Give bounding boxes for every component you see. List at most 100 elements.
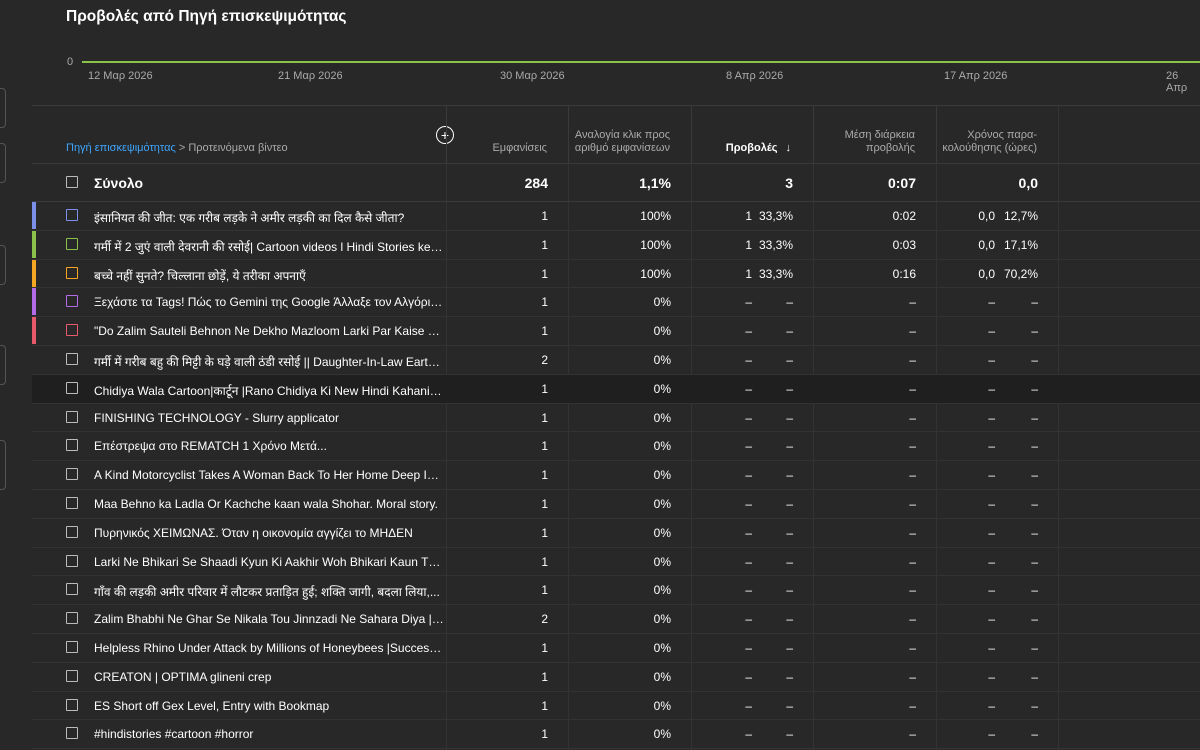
video-title[interactable]: Επέστρεψα στο REMATCH 1 Χρόνο Μετά... — [94, 439, 327, 454]
column-views[interactable]: Προβολές ↓ — [691, 106, 813, 163]
column-avg-duration[interactable]: Μέση διάρκεια προβολής — [813, 106, 936, 163]
row-checkbox[interactable] — [66, 554, 78, 567]
select-all-checkbox[interactable] — [66, 176, 78, 188]
table-row[interactable]: CREATON | OPTIMA glineni crep 1 0% – – – – – — [32, 663, 1200, 692]
rail-control[interactable] — [0, 245, 6, 285]
table-row[interactable]: Helpless Rhino Under Attack by Millions … — [32, 634, 1200, 663]
video-title[interactable]: A Kind Motorcyclist Takes A Woman Back T… — [94, 468, 444, 483]
row-checkbox[interactable] — [66, 381, 78, 394]
watch-time-value: – — [988, 468, 995, 483]
watch-time-value: 0,0 — [978, 266, 995, 281]
ctr-value: 100% — [640, 237, 671, 252]
rail-control[interactable] — [0, 143, 6, 183]
views-percent: 33,3% — [758, 266, 793, 281]
watch-time-value: – — [988, 583, 995, 598]
watch-time-percent: – — [1031, 583, 1038, 598]
impressions-value: 1 — [541, 525, 548, 540]
row-checkbox[interactable] — [66, 410, 78, 423]
watch-time-percent: – — [1031, 612, 1038, 627]
table-row[interactable]: Maa Behno ka Ladla Or Kachche kaan wala … — [32, 490, 1200, 519]
table-row[interactable]: गाँव की लड़की अमीर परिवार में लौटकर प्रत… — [32, 576, 1200, 606]
series-color-stripe — [32, 202, 36, 229]
video-title[interactable]: Maa Behno ka Ladla Or Kachche kaan wala … — [94, 496, 438, 511]
row-checkbox[interactable] — [66, 352, 78, 365]
views-value: – — [745, 583, 752, 598]
video-title[interactable]: गर्मी में गरीब बहु की मिट्टी के घड़े वाल… — [94, 354, 444, 369]
video-title[interactable]: गर्मी में 2 जुएं वाली देवरानी की रसोई| C… — [94, 239, 444, 254]
impressions-value: 1 — [541, 698, 548, 713]
table-row[interactable]: Larki Ne Bhikari Se Shaadi Kyun Ki Aakhi… — [32, 548, 1200, 577]
row-checkbox[interactable] — [66, 496, 78, 509]
row-checkbox[interactable] — [66, 324, 78, 337]
impressions-value: 1 — [541, 324, 548, 339]
video-title[interactable]: गाँव की लड़की अमीर परिवार में लौटकर प्रत… — [94, 585, 440, 600]
row-checkbox[interactable] — [66, 209, 78, 221]
table-row[interactable]: FINISHING TECHNOLOGY - Slurry applicator… — [32, 404, 1200, 433]
video-title[interactable]: FINISHING TECHNOLOGY - Slurry applicator — [94, 410, 339, 425]
rail-control[interactable] — [0, 88, 6, 128]
table-row[interactable]: A Kind Motorcyclist Takes A Woman Back T… — [32, 461, 1200, 490]
video-title[interactable]: Chidiya Wala Cartoon|कार्टून |Rano Chidi… — [94, 383, 444, 398]
ctr-value: 0% — [653, 352, 671, 367]
row-checkbox[interactable] — [66, 698, 78, 711]
chart-series-line — [82, 61, 1200, 63]
video-title[interactable]: बच्चे नहीं सुनते? चिल्लाना छोड़ें, ये तर… — [94, 268, 306, 283]
avg-duration-value: – — [909, 410, 916, 425]
watch-time-percent: – — [1031, 640, 1038, 655]
traffic-source-table: Πηγή επισκεψιμότητας > Προτεινόμενα βίντ… — [32, 105, 1200, 750]
table-row[interactable]: Πυρηνικός ΧΕΙΜΩΝΑΣ. Όταν η οικονομία αγγ… — [32, 519, 1200, 548]
rail-control[interactable] — [0, 440, 6, 490]
ctr-value: 0% — [653, 324, 671, 339]
video-title[interactable]: Zalim Bhabhi Ne Ghar Se Nikala Tou Jinnz… — [94, 612, 444, 627]
table-row[interactable]: ES Short off Gex Level, Entry with Bookm… — [32, 692, 1200, 721]
views-percent: – — [786, 669, 793, 684]
table-row[interactable]: Ξεχάστε τα Tags! Πώς το Gemini της Googl… — [32, 288, 1200, 318]
column-ctr-label: Αναλογία κλικ προς αριθμό εμφανίσεων — [574, 129, 670, 154]
watch-time-value: – — [988, 410, 995, 425]
ctr-value: 100% — [640, 266, 671, 281]
breadcrumb-link[interactable]: Πηγή επισκεψιμότητας — [66, 142, 176, 154]
row-checkbox[interactable] — [66, 669, 78, 682]
row-checkbox[interactable] — [66, 439, 78, 452]
total-label: Σύνολο — [94, 175, 144, 191]
chart-x-tick-label: 21 Μαρ 2026 — [278, 70, 343, 82]
column-watch-time[interactable]: Χρόνος παρα-κολούθησης (ώρες) — [936, 106, 1058, 163]
video-title[interactable]: Helpless Rhino Under Attack by Millions … — [94, 640, 444, 655]
video-title[interactable]: इंसानियत की जीत: एक गरीब लड़के ने अमीर ल… — [94, 211, 405, 225]
video-title[interactable]: Ξεχάστε τα Tags! Πώς το Gemini της Googl… — [94, 295, 444, 310]
add-column-button[interactable]: + — [436, 126, 454, 144]
column-impressions[interactable]: Εμφανίσεις — [446, 106, 568, 163]
row-checkbox[interactable] — [66, 525, 78, 538]
views-percent: – — [786, 496, 793, 511]
table-row[interactable]: Zalim Bhabhi Ne Ghar Se Nikala Tou Jinnz… — [32, 605, 1200, 634]
row-checkbox[interactable] — [66, 237, 78, 250]
table-row[interactable]: #hindistories #cartoon #horror 1 0% – – – – – — [32, 720, 1200, 750]
row-checkbox[interactable] — [66, 266, 78, 279]
table-row[interactable]: "Do Zalim Sauteli Behnon Ne Dekho Mazloo… — [32, 317, 1200, 346]
views-value: – — [745, 525, 752, 540]
video-title[interactable]: Πυρηνικός ΧΕΙΜΩΝΑΣ. Όταν η οικονομία αγγ… — [94, 525, 413, 540]
row-checkbox[interactable] — [66, 612, 78, 625]
table-row[interactable]: Επέστρεψα στο REMATCH 1 Χρόνο Μετά... 1 0%… — [32, 432, 1200, 462]
row-checkbox[interactable] — [66, 468, 78, 481]
impressions-value: 1 — [541, 237, 548, 252]
watch-time-percent: – — [1031, 727, 1038, 742]
avg-duration-value: – — [909, 583, 916, 598]
table-row[interactable]: बच्चे नहीं सुनते? चिल्लाना छोड़ें, ये तर… — [32, 259, 1200, 289]
video-title[interactable]: CREATON | OPTIMA glineni crep — [94, 669, 272, 684]
rail-control[interactable] — [0, 345, 6, 385]
video-title[interactable]: Larki Ne Bhikari Se Shaadi Kyun Ki Aakhi… — [94, 554, 444, 569]
row-checkbox[interactable] — [66, 640, 78, 653]
table-row[interactable]: Chidiya Wala Cartoon|कार्टून |Rano Chidi… — [32, 374, 1200, 404]
column-ctr[interactable]: Αναλογία κλικ προς αριθμό εμφανίσεων — [568, 106, 691, 163]
row-checkbox[interactable] — [66, 583, 78, 596]
video-title[interactable]: #hindistories #cartoon #horror — [94, 727, 254, 742]
video-title[interactable]: ES Short off Gex Level, Entry with Bookm… — [94, 698, 330, 713]
table-row[interactable]: गर्मी में 2 जुएं वाली देवरानी की रसोई| C… — [32, 230, 1200, 260]
avg-duration-value: – — [909, 698, 916, 713]
table-row[interactable]: इंसानियत की जीत: एक गरीब लड़के ने अमीर ल… — [32, 202, 1200, 231]
table-row[interactable]: गर्मी में गरीब बहु की मिट्टी के घड़े वाल… — [32, 346, 1200, 375]
video-title[interactable]: "Do Zalim Sauteli Behnon Ne Dekho Mazloo… — [94, 324, 444, 339]
row-checkbox[interactable] — [66, 727, 78, 740]
row-checkbox[interactable] — [66, 295, 78, 308]
